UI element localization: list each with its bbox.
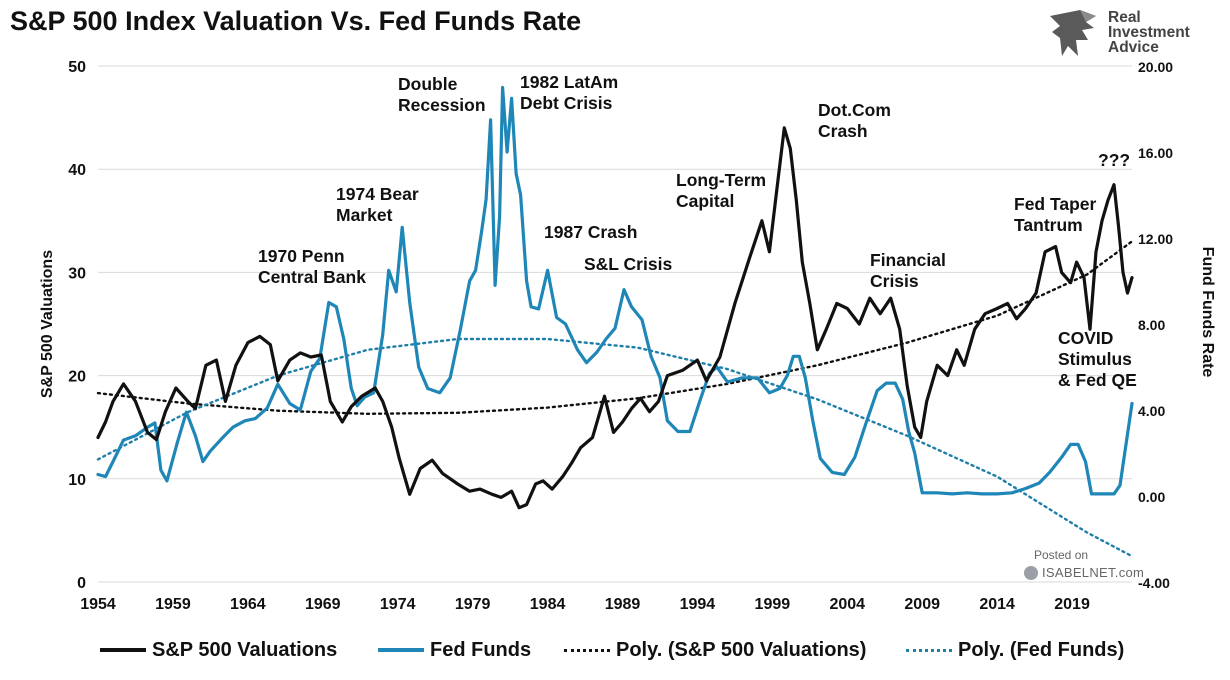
logo-line-3: Advice	[1108, 39, 1159, 56]
series-line-poly-fed	[96, 337, 1134, 558]
x-tick-label: 1964	[230, 596, 266, 613]
watermark: Posted on ISABELNET.com	[1024, 546, 1164, 586]
x-tick-label: 1969	[305, 596, 341, 613]
annotation-label: Fed Taper	[1014, 194, 1097, 214]
x-tick-label: 1959	[155, 596, 191, 613]
x-tick-label: 1974	[380, 596, 416, 613]
y2-tick-label: 12.00	[1138, 231, 1173, 247]
annotation-label: COVID	[1058, 328, 1113, 348]
chart-title: S&P 500 Index Valuation Vs. Fed Funds Ra…	[10, 6, 582, 36]
annotation-label: Central Bank	[258, 267, 366, 287]
chart-canvas: 0 10 20 30 40 50 -4.00 0.00 4.00 8.00 12.00 16.00 20…	[39, 59, 1216, 613]
y2-tick-label: 20.00	[1138, 59, 1173, 75]
x-tick-label: 1999	[755, 596, 791, 613]
annotation-label: Crisis	[870, 271, 919, 291]
series-line-fed	[96, 85, 1134, 496]
x-tick-label: 1984	[530, 596, 566, 613]
legend-item-poly-spx: Poly. (S&P 500 Valuations)	[564, 636, 866, 664]
legend-item-spx: S&P 500 Valuations	[100, 636, 337, 664]
legend-label-poly-spx: Poly. (S&P 500 Valuations)	[616, 638, 867, 661]
y2-tick-label: 8.00	[1138, 317, 1165, 333]
logo-line-2: Investment	[1108, 24, 1190, 41]
annotation-label: 1970 Penn	[258, 246, 345, 266]
annotation-label: Market	[336, 205, 393, 225]
y-tick-label: 0	[77, 575, 86, 592]
annotation-label: Financial	[870, 250, 946, 270]
y2-tick-label: 0.00	[1138, 489, 1165, 505]
series-line-spx	[96, 126, 1134, 510]
x-tick-label: 2004	[829, 596, 865, 613]
y2-axis-label: Fund Funds Rate	[1199, 247, 1216, 378]
annotation-label: ???	[1098, 150, 1130, 170]
legend-label-poly-fed: Poly. (Fed Funds)	[958, 638, 1125, 661]
annotation-label: S&L Crisis	[584, 254, 672, 274]
x-tick-label: 2009	[904, 596, 940, 613]
y-axis-label: S&P 500 Valuations	[39, 250, 56, 398]
globe-icon	[1024, 566, 1038, 580]
x-tick-label: 1979	[455, 596, 491, 613]
chart-legend: S&P 500 Valuations Fed Funds Poly. (S&P …	[100, 636, 1200, 666]
annotation-label: Tantrum	[1014, 215, 1083, 235]
logo-text: Real Investment Advice	[1108, 9, 1190, 56]
y2-tick-label: 4.00	[1138, 403, 1165, 419]
y2-tick-label: -4.00	[1138, 575, 1170, 591]
legend-item-fed: Fed Funds	[378, 636, 531, 664]
x-tick-label: 1989	[605, 596, 641, 613]
legend-swatch-poly-spx	[564, 648, 610, 652]
annotation-label: Debt Crisis	[520, 93, 613, 113]
legend-swatch-fed	[378, 648, 424, 652]
watermark-posted: Posted on	[1034, 548, 1089, 562]
y-tick-label: 40	[68, 162, 86, 179]
y-tick-label: 20	[68, 369, 86, 386]
y-tick-label: 10	[68, 472, 86, 489]
annotation-label: Recession	[398, 95, 486, 115]
eagle-head-icon	[1050, 10, 1096, 56]
annotation-label: 1974 Bear	[336, 184, 419, 204]
x-tick-label: 2019	[1054, 596, 1090, 613]
watermark-site: ISABELNET.com	[1042, 565, 1145, 580]
annotation-label: Capital	[676, 191, 734, 211]
annotation-label: Double	[398, 74, 458, 94]
logo-line-1: Real	[1108, 9, 1141, 26]
legend-item-poly-fed: Poly. (Fed Funds)	[906, 636, 1124, 664]
legend-label-fed: Fed Funds	[430, 638, 532, 661]
annotation-label: & Fed QE	[1058, 370, 1137, 390]
legend-label-spx: S&P 500 Valuations	[152, 638, 338, 661]
annotation-label: Long-Term	[676, 170, 766, 190]
legend-swatch-spx	[100, 648, 146, 652]
annotation-label: Stimulus	[1058, 349, 1132, 369]
x-tick-label: 2014	[979, 596, 1015, 613]
y-tick-label: 50	[68, 59, 86, 76]
legend-swatch-poly-fed	[906, 648, 952, 652]
x-tick-label: 1954	[80, 596, 116, 613]
annotation-label: Crash	[818, 121, 868, 141]
series-line-poly-spx	[96, 240, 1134, 415]
annotation-label: Dot.Com	[818, 100, 891, 120]
brand-logo: Real Investment Advice	[1046, 6, 1226, 62]
y2-tick-label: 16.00	[1138, 145, 1173, 161]
annotation-label: 1982 LatAm	[520, 72, 618, 92]
y-tick-label: 30	[68, 265, 86, 282]
annotation-label: 1987 Crash	[544, 222, 637, 242]
x-tick-label: 1994	[680, 596, 716, 613]
